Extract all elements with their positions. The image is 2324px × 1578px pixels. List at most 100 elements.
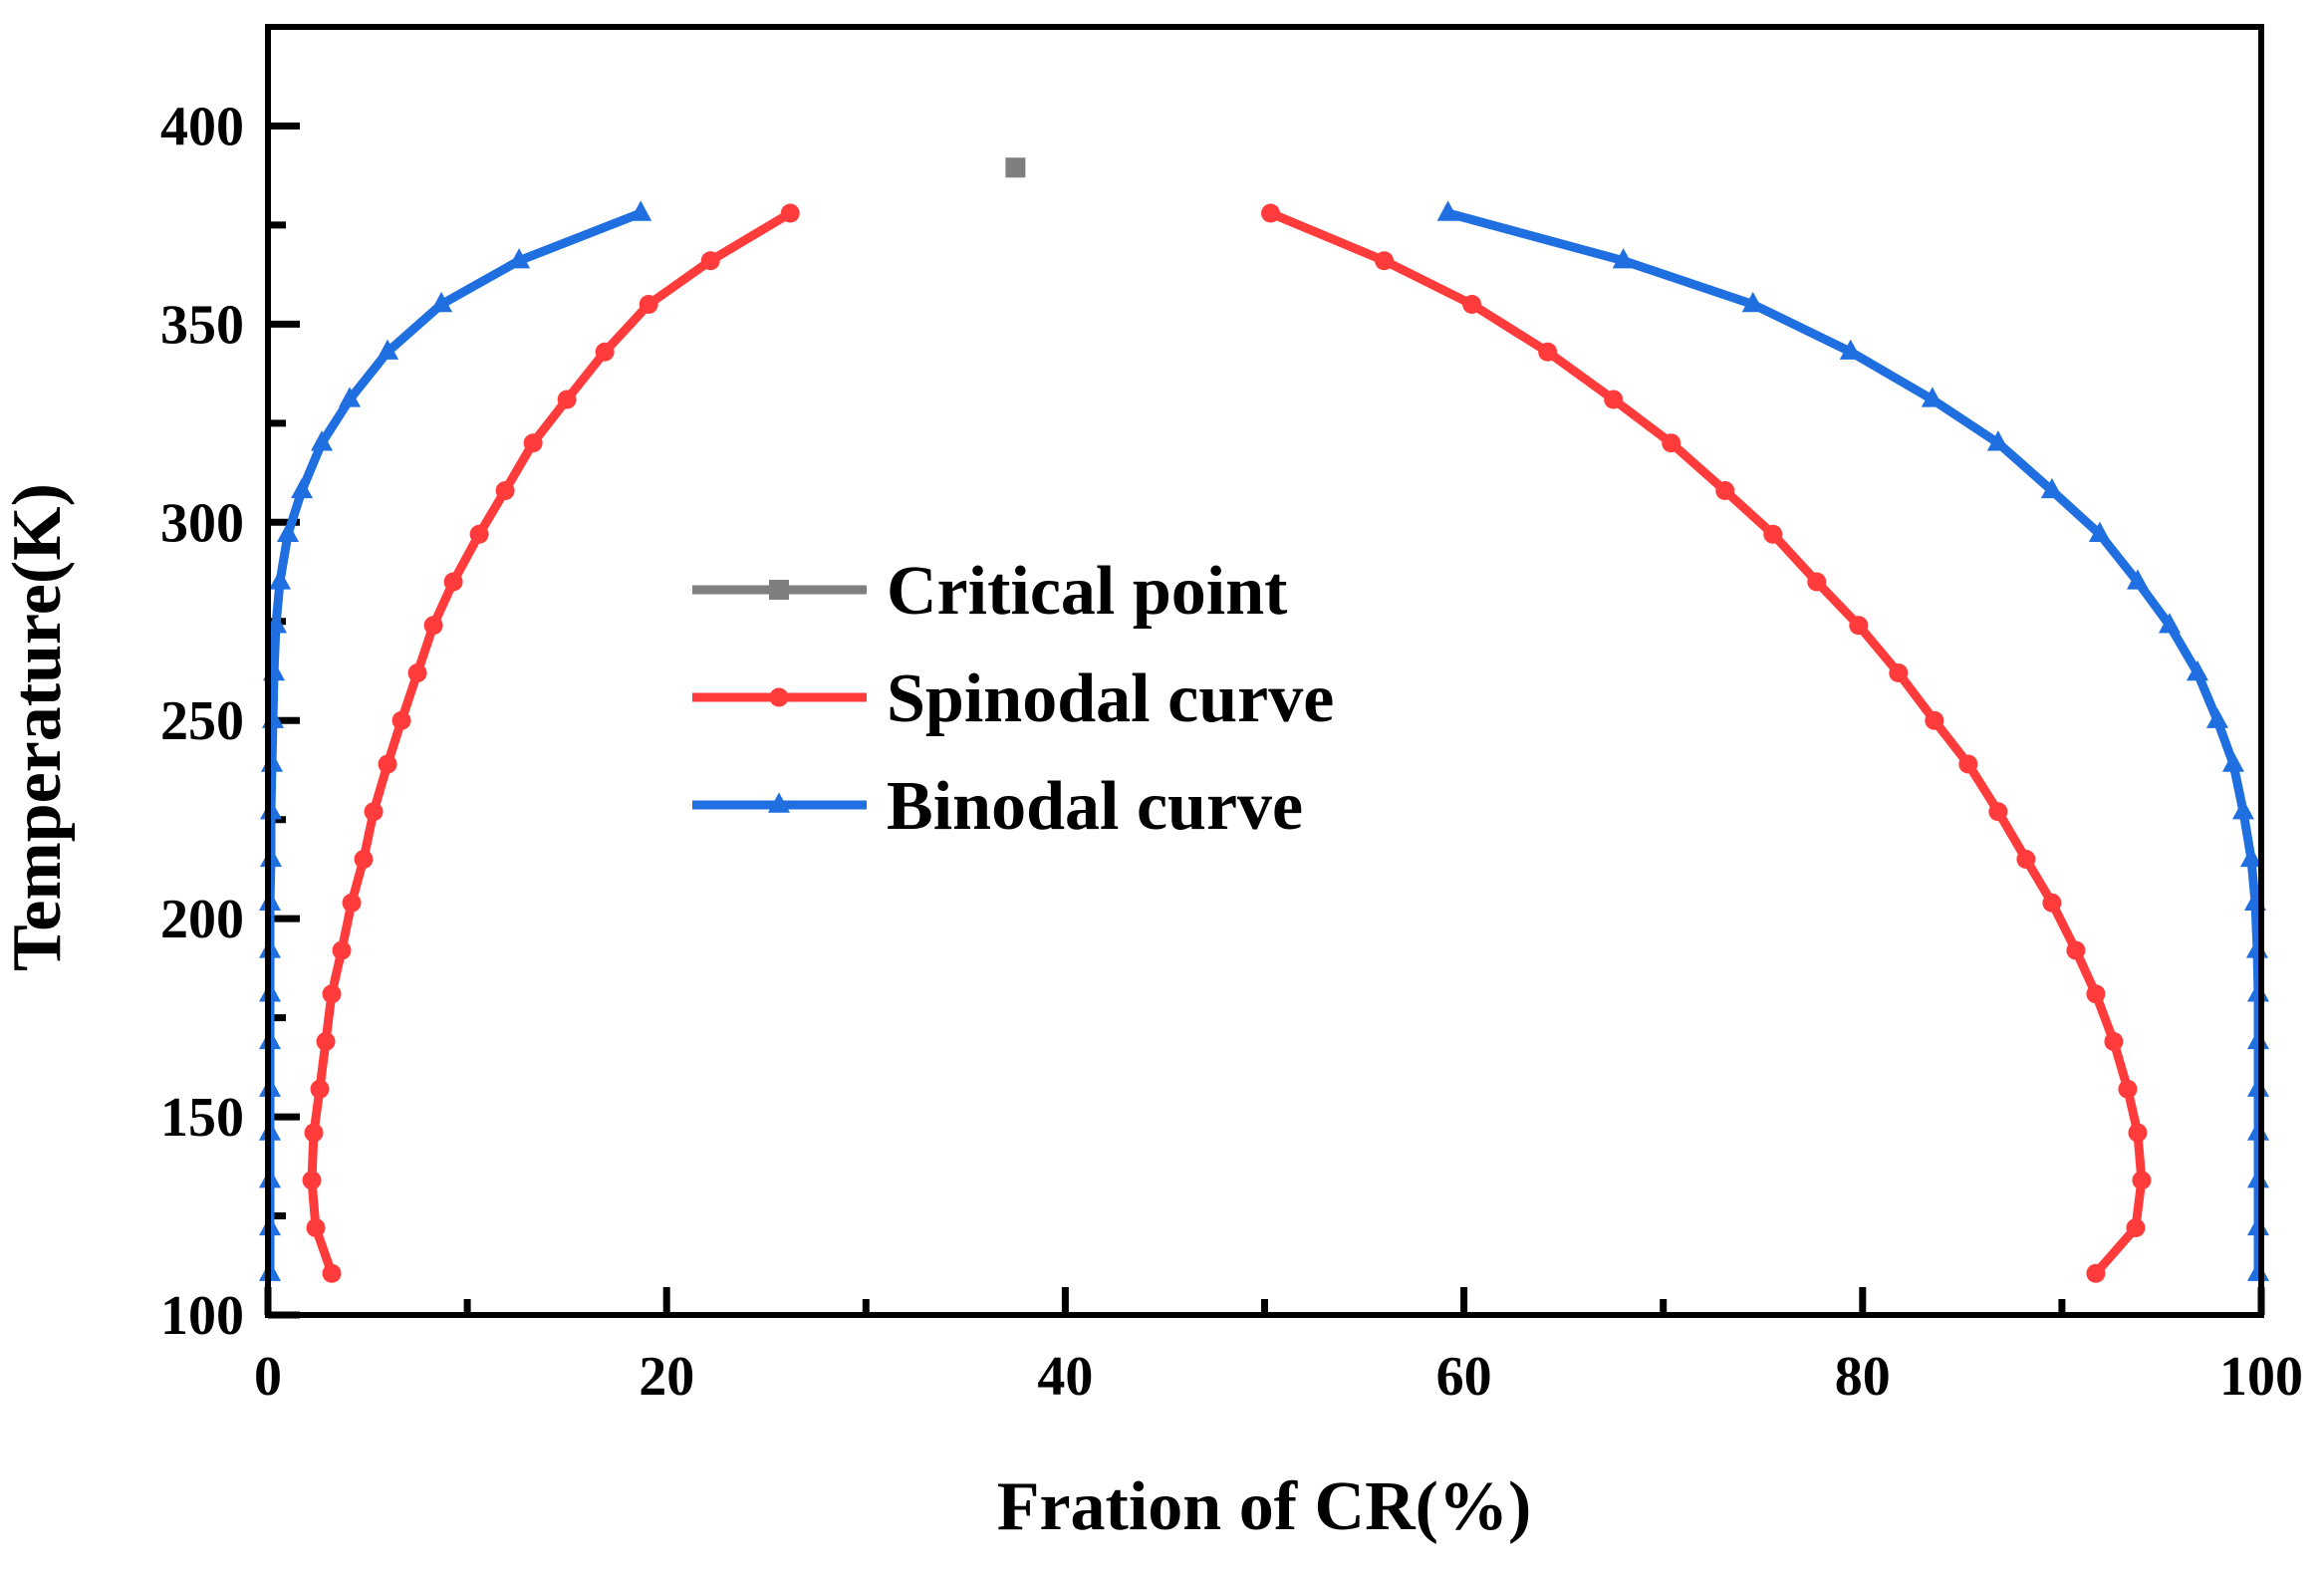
data-point (2205, 707, 2228, 728)
data-point (306, 1217, 326, 1237)
data-point (1807, 572, 1827, 592)
data-point (2066, 940, 2086, 960)
data-point (2245, 937, 2268, 958)
y-tick-label: 400 (160, 96, 244, 157)
x-axis-title: Fration of CR(%) (997, 1468, 1532, 1545)
data-point (2086, 1263, 2106, 1283)
data-point (364, 802, 384, 822)
series-line (1266, 208, 2147, 1278)
data-point (1005, 157, 1026, 178)
x-tick-label: 60 (1436, 1346, 1492, 1408)
legend-entry: Spinodal curve (692, 660, 1334, 737)
data-point (2016, 849, 2036, 869)
plot-frame (265, 24, 2264, 1318)
data-point (2040, 477, 2063, 499)
data-point (304, 1123, 324, 1143)
data-point (2239, 846, 2262, 868)
data-point (1538, 342, 1558, 362)
series-line (307, 208, 795, 1278)
legend-label: Spinodal curve (887, 660, 1334, 737)
data-point (2231, 799, 2254, 820)
data-point (310, 1079, 330, 1099)
legend-entry: Binodal curve (692, 768, 1303, 845)
data-point (557, 390, 577, 409)
series-spinodal-curve (302, 203, 2152, 1283)
y-tick-label: 100 (160, 1285, 244, 1347)
data-point (342, 893, 362, 913)
x-tick-label: 20 (639, 1346, 694, 1408)
data-point (639, 294, 658, 314)
y-tick-label: 250 (160, 690, 244, 752)
x-tick-labels: 0 20 40 60 80 100 (254, 1346, 2303, 1408)
data-point (2186, 659, 2208, 681)
data-point (2132, 1171, 2152, 1190)
data-point (2104, 1031, 2124, 1051)
data-point (2042, 893, 2062, 913)
data-point (430, 291, 453, 313)
legend-label: Critical point (887, 553, 1287, 630)
legend: Critical point Spinodal curve Binodal curv… (692, 553, 1334, 845)
legend-entry: Critical point (692, 553, 1287, 630)
data-point (1958, 754, 1978, 774)
legend-swatch-marker (769, 580, 789, 600)
x-tick-label: 100 (2219, 1346, 2303, 1408)
data-point (523, 433, 543, 453)
data-point (1763, 524, 1783, 544)
data-point (311, 430, 334, 451)
data-point (1604, 390, 1624, 409)
legend-label: Binodal curve (887, 768, 1303, 845)
x-tick-label: 40 (1037, 1346, 1093, 1408)
legend-swatch-marker (769, 687, 789, 707)
data-point (1741, 291, 1764, 313)
y-axis-title: Temperature(K) (0, 483, 76, 971)
data-point (1849, 616, 1869, 636)
y-tick-label: 300 (160, 492, 244, 554)
data-point (2221, 751, 2244, 772)
data-point (277, 521, 300, 542)
legend-swatch-marker (768, 792, 790, 813)
data-point (595, 342, 615, 362)
data-point (2246, 981, 2269, 1002)
y-tick-labels: 100 150 200 250 300 350 400 (160, 96, 244, 1347)
data-point (2246, 1260, 2269, 1281)
data-point (291, 477, 314, 499)
data-point (332, 940, 352, 960)
data-point (700, 251, 720, 271)
data-point (2158, 613, 2181, 634)
series-critical-point (1005, 157, 1026, 178)
data-point (1612, 248, 1635, 269)
x-tick-label: 0 (254, 1346, 282, 1408)
data-point (2246, 1120, 2269, 1141)
data-point (1436, 200, 1459, 221)
data-point (1925, 710, 1944, 730)
data-point (2126, 1217, 2146, 1237)
data-point (495, 480, 515, 500)
data-point (1921, 387, 1943, 407)
data-point (2118, 1079, 2138, 1099)
data-point (1986, 430, 2009, 451)
data-point (302, 1171, 322, 1190)
data-point (2246, 1214, 2269, 1236)
data-point (260, 799, 283, 820)
data-point (630, 200, 652, 221)
data-point (354, 849, 374, 869)
data-point (1889, 662, 1909, 682)
data-point (1988, 802, 2008, 822)
data-point (260, 846, 283, 868)
data-point (2086, 984, 2106, 1004)
data-point (2128, 1123, 2148, 1143)
data-point (1375, 251, 1395, 271)
data-point (469, 524, 489, 544)
data-point (391, 710, 411, 730)
y-tick-label: 200 (160, 889, 244, 950)
data-point (1261, 203, 1281, 223)
data-point (2246, 1028, 2269, 1050)
data-point (377, 339, 399, 360)
data-point (269, 569, 292, 590)
data-point (508, 248, 531, 269)
data-point (780, 203, 800, 223)
data-point (1662, 433, 1681, 453)
y-tick-label: 350 (160, 294, 244, 356)
data-point (2246, 1168, 2269, 1188)
